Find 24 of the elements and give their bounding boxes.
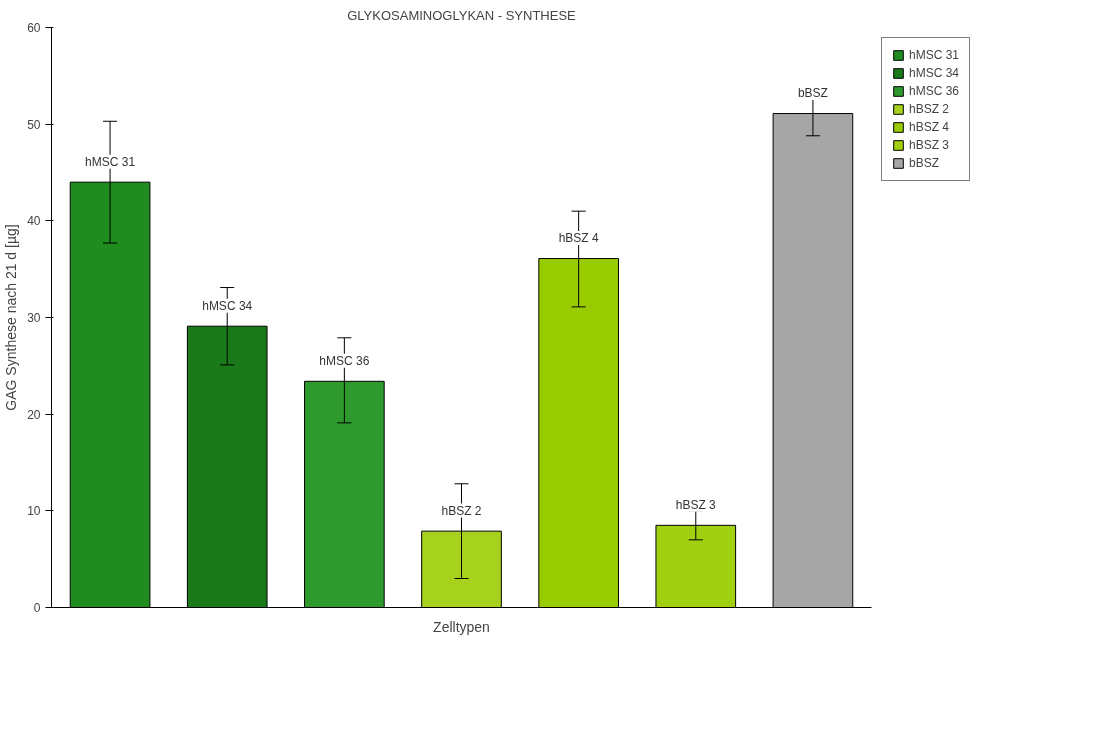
chart-title: GLYKOSAMINOGLYKAN - SYNTHESE [347,7,577,23]
y-tick-label: 60 [27,21,41,35]
y-tick-label: 10 [27,504,41,519]
y-tick-label: 20 [27,407,41,422]
y-tick-label: 40 [27,214,41,229]
text: bBSZ [797,86,828,100]
legend-label: hMSC 31 [909,48,960,62]
text: hMSC 34 [202,298,253,313]
text: hMSC 31 [85,154,136,169]
legend-label: hBSZ 2 [909,102,950,116]
text: hBSZ 4 [558,231,599,245]
y-axis-title: GAG Synthese nach 21 d [µg] [3,224,20,411]
y-tick-label: 30 [27,311,41,325]
y-tick-label: 0 [33,601,41,615]
legend-label: bBSZ [909,156,940,170]
text: hBSZ 2 [441,503,482,518]
text: hMSC 36 [319,353,370,368]
y-tick-label: 50 [27,117,41,132]
legend-label: hMSC 34 [909,66,960,80]
legend-label: hBSZ 3 [909,138,950,152]
text: hBSZ 3 [675,497,716,512]
x-axis-title: Zelltypen [433,618,490,635]
legend-label: hBSZ 4 [909,120,950,134]
legend-label: hMSC 36 [909,84,960,98]
